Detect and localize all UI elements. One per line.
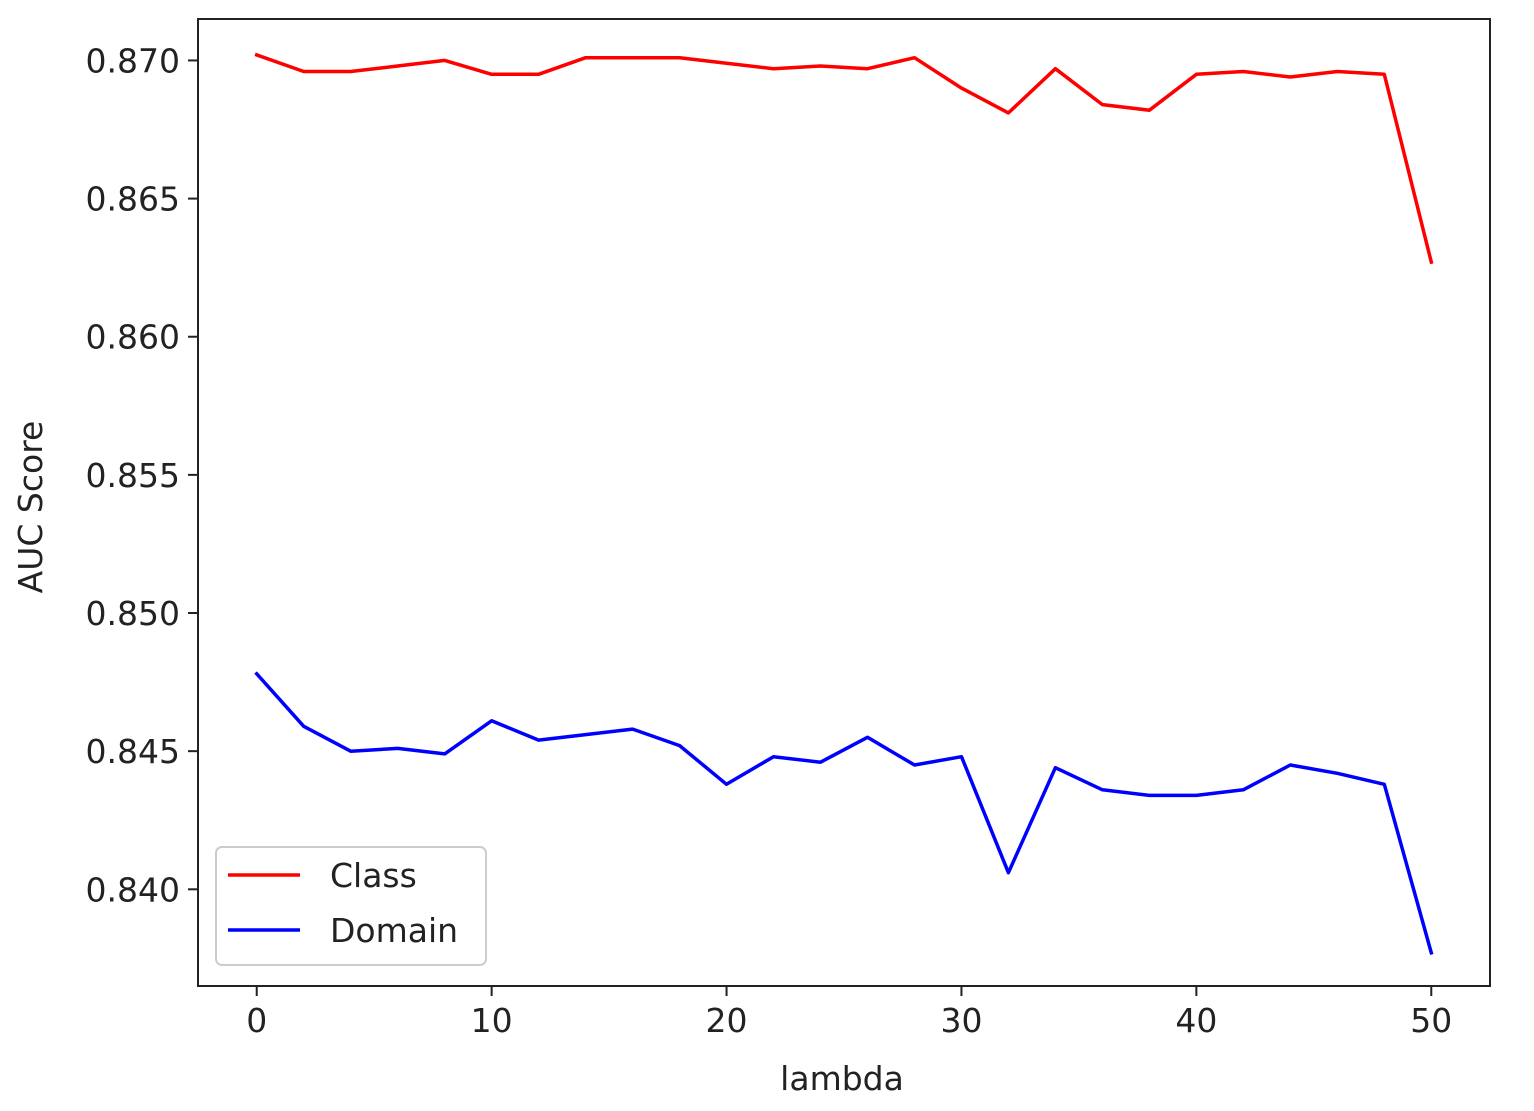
y-tick-label: 0.855 [86, 456, 180, 495]
x-axis-title: lambda [780, 1059, 904, 1098]
legend: Class Domain [215, 846, 487, 966]
y-tick-label: 0.845 [86, 732, 180, 771]
x-axis: 0 10 20 30 40 50 [246, 986, 1452, 1040]
series-line-domain [254, 671, 1434, 955]
y-tick-label: 0.850 [86, 594, 180, 633]
y-tick-label: 0.860 [86, 318, 180, 357]
y-tick-label: 0.840 [86, 870, 180, 909]
x-tick-label: 20 [706, 1001, 748, 1040]
x-tick-label: 40 [1175, 1001, 1217, 1040]
legend-label-class: Class [330, 856, 417, 895]
y-tick-label: 0.870 [86, 41, 180, 80]
x-tick-label: 50 [1410, 1001, 1452, 1040]
x-tick-label: 0 [246, 1001, 267, 1040]
legend-label-domain: Domain [330, 911, 458, 950]
series-line-class [254, 52, 1434, 265]
plot-area [197, 18, 1491, 987]
y-axis-title: AUC Score [11, 421, 50, 594]
y-axis: 0.840 0.845 0.850 0.855 0.860 0.865 0.870 [86, 41, 198, 909]
series-layer [254, 52, 1434, 955]
x-tick-label: 30 [940, 1001, 982, 1040]
x-tick-label: 10 [471, 1001, 513, 1040]
y-tick-label: 0.865 [86, 180, 180, 219]
